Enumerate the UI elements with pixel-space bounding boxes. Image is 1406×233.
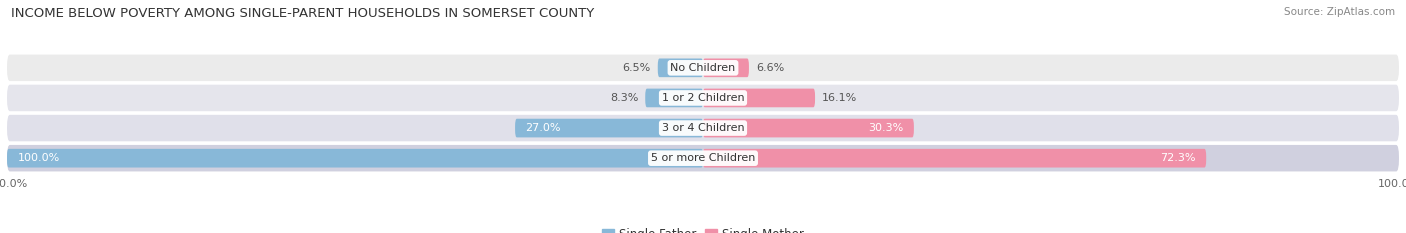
Text: Source: ZipAtlas.com: Source: ZipAtlas.com xyxy=(1284,7,1395,17)
FancyBboxPatch shape xyxy=(7,145,1399,171)
Text: 5 or more Children: 5 or more Children xyxy=(651,153,755,163)
Text: 100.0%: 100.0% xyxy=(17,153,59,163)
Text: 72.3%: 72.3% xyxy=(1160,153,1195,163)
FancyBboxPatch shape xyxy=(7,115,1399,141)
FancyBboxPatch shape xyxy=(7,85,1399,111)
Text: INCOME BELOW POVERTY AMONG SINGLE-PARENT HOUSEHOLDS IN SOMERSET COUNTY: INCOME BELOW POVERTY AMONG SINGLE-PARENT… xyxy=(11,7,595,20)
FancyBboxPatch shape xyxy=(703,149,1206,168)
Text: No Children: No Children xyxy=(671,63,735,73)
Text: 1 or 2 Children: 1 or 2 Children xyxy=(662,93,744,103)
Text: 6.5%: 6.5% xyxy=(623,63,651,73)
FancyBboxPatch shape xyxy=(645,89,703,107)
FancyBboxPatch shape xyxy=(7,149,703,168)
Text: 3 or 4 Children: 3 or 4 Children xyxy=(662,123,744,133)
Legend: Single Father, Single Mother: Single Father, Single Mother xyxy=(598,223,808,233)
Text: 8.3%: 8.3% xyxy=(610,93,638,103)
FancyBboxPatch shape xyxy=(515,119,703,137)
FancyBboxPatch shape xyxy=(7,55,1399,81)
Text: 30.3%: 30.3% xyxy=(868,123,904,133)
Text: 6.6%: 6.6% xyxy=(756,63,785,73)
Text: 27.0%: 27.0% xyxy=(526,123,561,133)
FancyBboxPatch shape xyxy=(658,58,703,77)
Text: 16.1%: 16.1% xyxy=(823,93,858,103)
FancyBboxPatch shape xyxy=(703,58,749,77)
FancyBboxPatch shape xyxy=(703,119,914,137)
FancyBboxPatch shape xyxy=(703,89,815,107)
